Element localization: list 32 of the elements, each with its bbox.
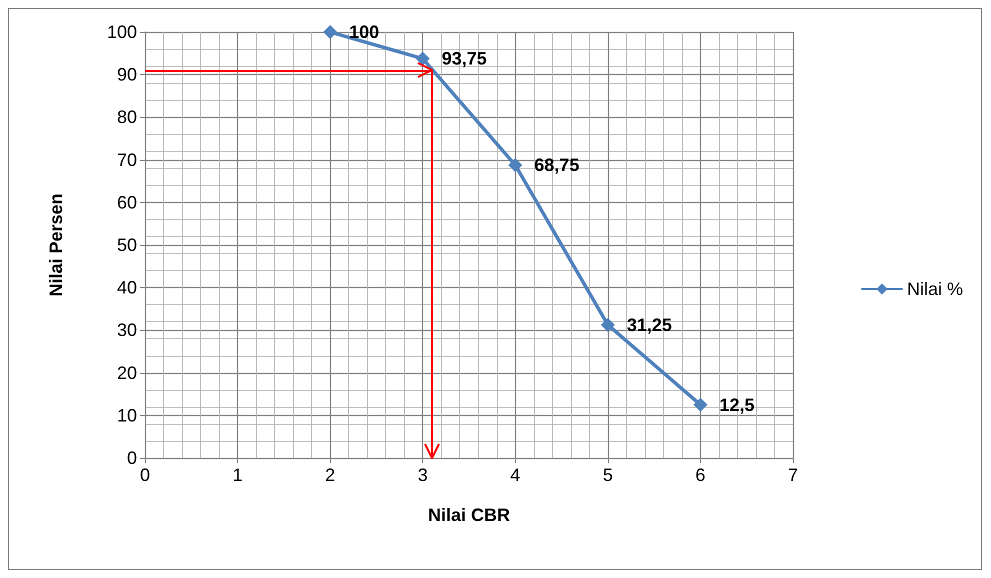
point: [600, 318, 615, 332]
y-tick-label: 60: [116, 192, 137, 212]
x-tick-label: 7: [788, 465, 798, 485]
y-tick-label: 70: [116, 150, 137, 170]
data-label: 12,5: [719, 394, 754, 415]
y-tick-label: 20: [116, 362, 137, 383]
y-tick-label: 0: [126, 448, 137, 468]
y-axis-title: Nilai Persen: [46, 193, 66, 297]
y-tick-label: 30: [116, 320, 137, 340]
point: [693, 398, 708, 412]
y-tick-label: 50: [116, 235, 137, 255]
legend-label: Nilai %: [906, 279, 964, 299]
data-label: 100: [349, 22, 380, 42]
x-tick-label: 6: [695, 465, 706, 485]
x-axis-title: Nilai CBR: [428, 505, 510, 525]
point: [323, 25, 338, 39]
point: [508, 158, 522, 172]
x-tick-label: 3: [418, 465, 428, 485]
y-tick-label: 100: [106, 22, 137, 42]
y-tick-label: 80: [116, 107, 137, 128]
y-tick-label: 10: [116, 405, 137, 426]
y-tick-label: 90: [116, 64, 137, 85]
x-tick-label: 1: [232, 465, 243, 485]
data-label: 93,75: [442, 48, 487, 69]
point: [416, 52, 430, 66]
x-tick-label: 5: [602, 465, 613, 485]
data-label: 68,75: [534, 155, 580, 176]
data-label: 31,25: [626, 314, 672, 335]
x-tick-label: 0: [140, 465, 150, 485]
x-tick-label: 2: [325, 465, 336, 485]
x-tick-label: 4: [510, 465, 520, 485]
y-tick-label: 40: [116, 278, 137, 298]
